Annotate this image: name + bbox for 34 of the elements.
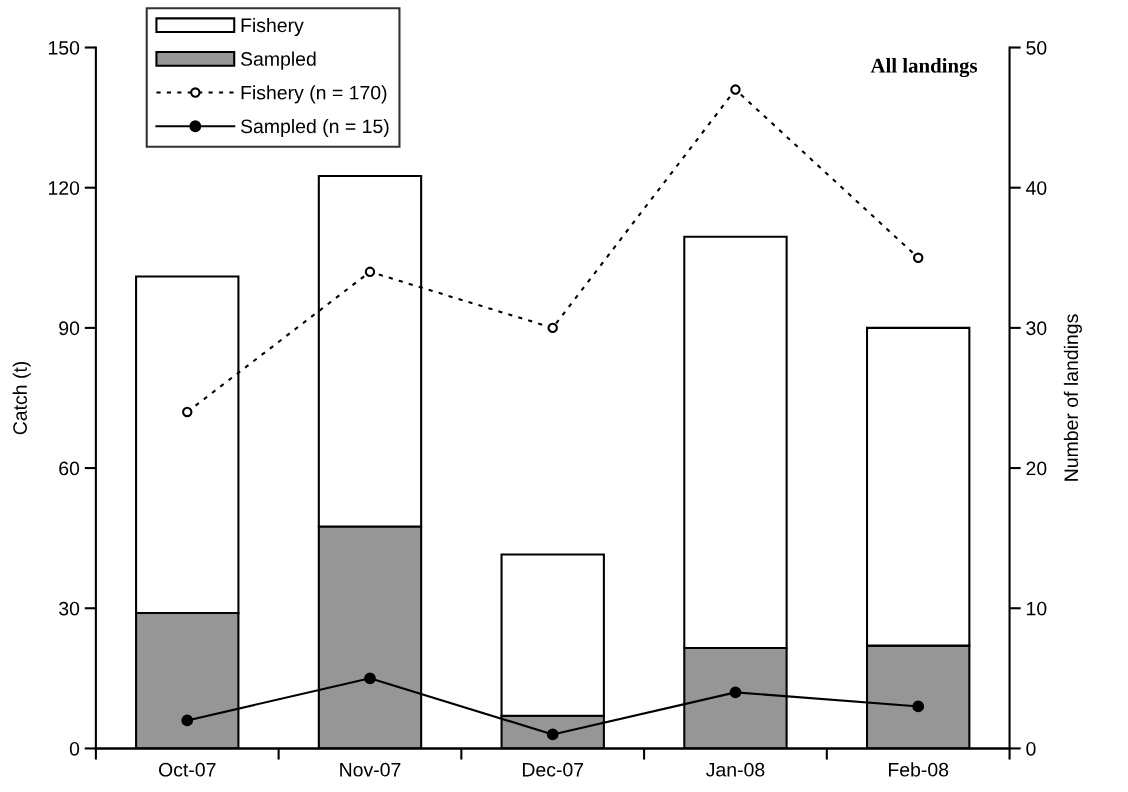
point [182, 406, 193, 418]
point [546, 728, 559, 741]
y-axis-title: Catch (t) [12, 361, 31, 435]
legend-label: Fishery [241, 17, 304, 37]
y2-tick-label: 20 [1026, 461, 1047, 476]
x-tick-label: Nov-07 [340, 762, 401, 777]
point [364, 266, 376, 278]
y-tick-label: 30 [59, 601, 80, 616]
point [547, 322, 558, 334]
point [912, 700, 925, 713]
y-tick-label: 60 [59, 461, 80, 476]
y-tick-label: 150 [48, 40, 80, 55]
x-tick-label: Feb-08 [888, 762, 949, 777]
y-tick-label: 120 [48, 181, 80, 195]
chart-title: All landings [870, 58, 978, 78]
y2-tick-label: 40 [1025, 181, 1047, 195]
y2-axis-title: Number of landings [1063, 314, 1082, 481]
legend-label: Sampled [240, 51, 316, 70]
x-tick-label: Dec-07 [522, 762, 584, 777]
y-tick-label: 90 [59, 321, 80, 336]
point [730, 84, 741, 95]
y2-tick-label: 30 [1026, 321, 1047, 336]
x-tick-label: Oct-07 [158, 762, 216, 777]
point [729, 686, 742, 699]
y2-tick-label: 10 [1027, 601, 1047, 616]
legend-label: Sampled (n = 15) [240, 118, 389, 138]
y2-tick-label: 0 [1026, 741, 1036, 756]
point [181, 714, 194, 727]
legend-label: Fishery (n = 170) [241, 85, 387, 104]
y-tick-label: 0 [69, 741, 80, 756]
y2-tick-label: 50 [1026, 40, 1047, 55]
point [364, 672, 376, 685]
x-tick-label: Jan-08 [706, 762, 765, 777]
point [912, 252, 924, 263]
